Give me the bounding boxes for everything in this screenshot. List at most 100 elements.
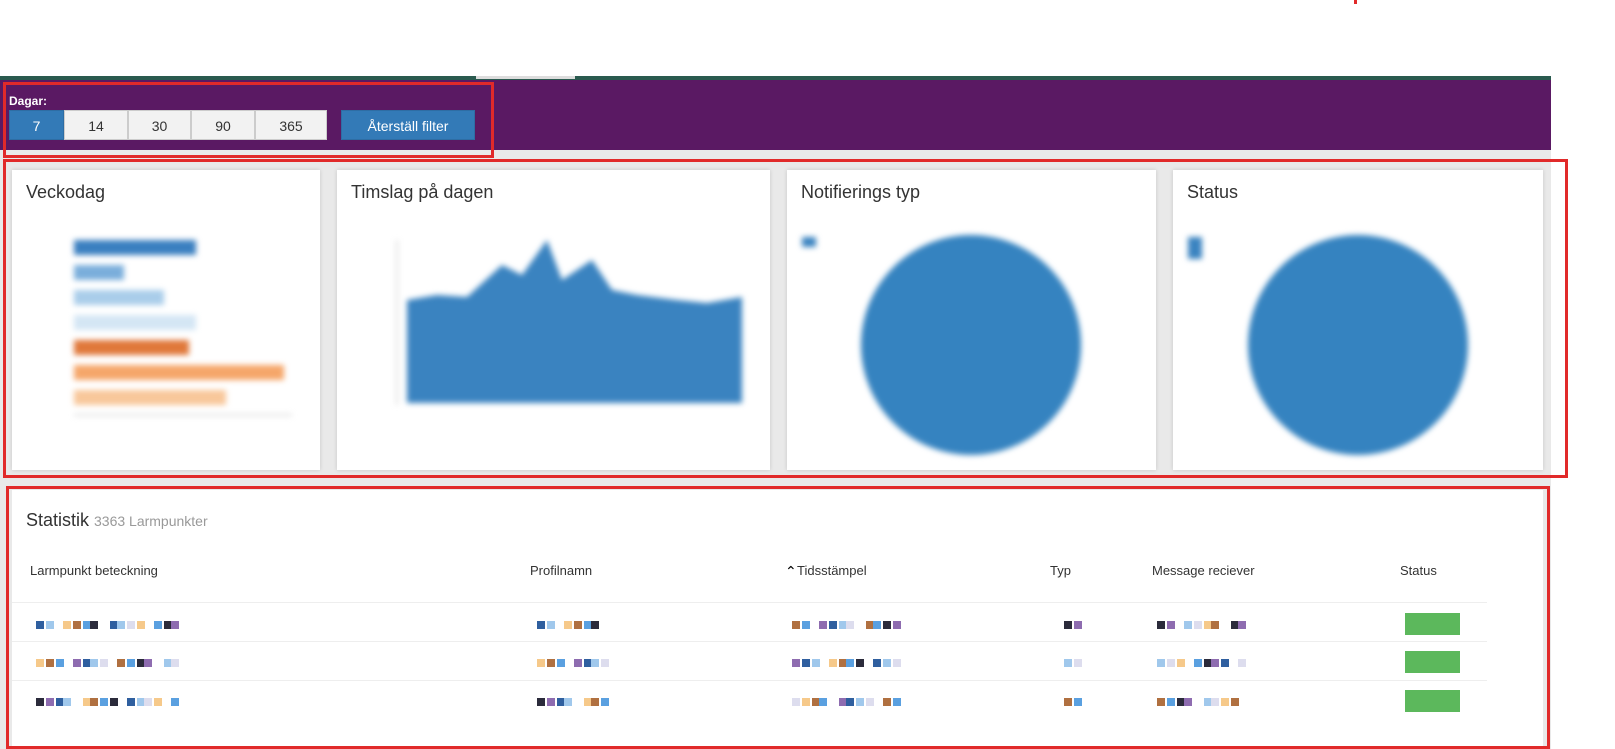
row-divider [12,680,1487,681]
pixel-block [1238,621,1246,629]
pixel-block [557,659,565,667]
pixel-block [591,659,599,667]
pixel-block [1211,659,1219,667]
pixel-block [127,698,135,706]
day-button[interactable]: 14 [64,110,128,140]
pixel-block [873,659,881,667]
pixel-block [792,621,800,629]
pixel-block [547,698,555,706]
row-divider [12,602,1487,603]
column-header[interactable]: Typ [1050,563,1071,578]
day-button[interactable]: 7 [9,110,64,140]
day-button[interactable]: 30 [128,110,191,140]
pixel-block [564,698,572,706]
pixel-block [584,621,592,629]
column-header[interactable]: Larmpunkt beteckning [30,563,158,578]
column-header[interactable]: Status [1400,563,1437,578]
pixel-block [83,698,91,706]
pixel-block [117,621,125,629]
red-dot [1354,0,1357,4]
pixel-block [36,621,44,629]
pixel-block [171,659,179,667]
pixel-block [856,698,864,706]
pixel-block [584,659,592,667]
pixel-block [601,659,609,667]
pixel-block [1204,659,1212,667]
stats-subtitle: 3363 Larmpunkter [94,513,208,529]
pixel-block [846,659,854,667]
pixel-block [1074,621,1082,629]
pixel-block [1157,621,1165,629]
pixel-block [137,659,145,667]
pixel-block [144,698,152,706]
day-button[interactable]: 365 [255,110,327,140]
pixel-block [802,621,810,629]
column-header[interactable]: Message reciever [1152,563,1255,578]
pixel-block [1167,659,1175,667]
pixel-block [856,659,864,667]
pixel-block [1074,698,1082,706]
pixel-block [83,659,91,667]
pixel-block [1177,659,1185,667]
panel-title: Status [1187,182,1239,202]
pixel-block [866,698,874,706]
pixel-block [883,659,891,667]
pixel-block [1221,698,1229,706]
pixel-block [46,621,54,629]
stats-title: Statistik [26,510,90,530]
pixel-block [63,621,71,629]
pixel-block [110,698,118,706]
column-header[interactable]: Tidsstämpel [797,563,867,578]
chart-panel: Notifierings typ [787,170,1156,470]
pixel-block [1177,698,1185,706]
pixel-block [591,621,599,629]
pixel-block [1231,621,1239,629]
pixel-block [137,698,145,706]
pixel-block [1167,698,1175,706]
pixel-block [829,659,837,667]
pixel-block [574,659,582,667]
panel-title: Timslag på dagen [351,182,494,202]
reset-button[interactable]: Återställ filter [341,110,475,140]
pixel-block [1074,659,1082,667]
pixel-block [1211,698,1219,706]
status-badge [1405,690,1460,712]
pixel-block [584,698,592,706]
pixel-block [819,698,827,706]
pixel-block [56,659,64,667]
pixel-block [1167,621,1175,629]
pixel-block [564,621,572,629]
pixel-block [547,659,555,667]
pixel-block [537,659,545,667]
pixel-block [73,659,81,667]
pixel-block [1211,621,1219,629]
pixel-block [171,698,179,706]
pixel-block [127,659,135,667]
top-line [0,76,1551,80]
pixel-block [137,621,145,629]
pixel-block [547,621,555,629]
pixel-block [537,621,545,629]
pixel-block [56,698,64,706]
blurred-chart [74,240,292,416]
sort-icon: ⌃ [785,563,797,579]
blurred-chart [1188,235,1468,455]
pixel-block [802,659,810,667]
pixel-block [883,698,891,706]
pixel-block [1194,659,1202,667]
pixel-block [154,621,162,629]
day-button[interactable]: 90 [191,110,255,140]
column-header[interactable]: Profilnamn [530,563,593,578]
pixel-block [90,698,98,706]
pixel-block [36,659,44,667]
status-badge [1405,613,1460,635]
pixel-block [557,698,565,706]
pixel-block [839,698,847,706]
pixel-block [90,659,98,667]
pixel-block [601,698,609,706]
pixel-block [100,659,108,667]
pixel-block [46,659,54,667]
pixel-block [574,621,582,629]
pixel-block [812,698,820,706]
pixel-block [1221,659,1229,667]
